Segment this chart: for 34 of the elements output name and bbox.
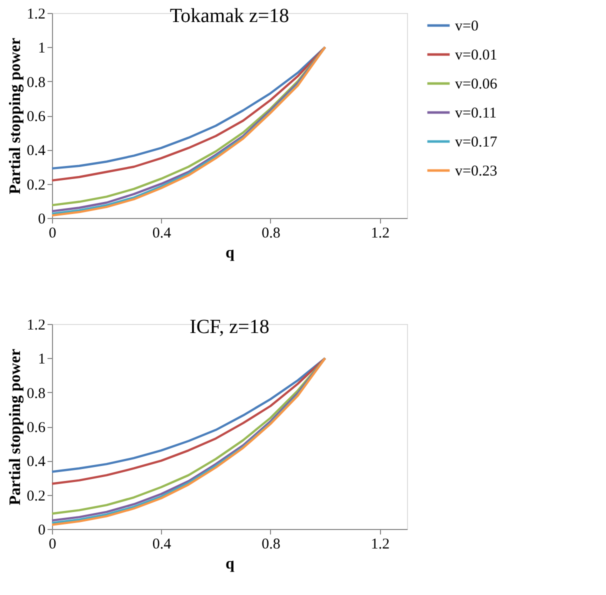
- y-tick-label: 0: [38, 522, 46, 538]
- y-axis-title: Partial stopping power: [6, 348, 24, 506]
- x-tick-label: 0: [48, 536, 56, 552]
- y-tick-label: 0.6: [26, 109, 46, 125]
- y-tick-label: 0.6: [26, 420, 46, 436]
- y-tick-label: 0.2: [26, 177, 46, 194]
- y-tick-label: 1.2: [26, 318, 46, 334]
- x-tick-label: 0.4: [152, 226, 172, 242]
- legend-label: v=0.23: [455, 164, 498, 180]
- x-tick-label: 0.8: [262, 536, 280, 552]
- legend-label: v=0: [455, 18, 478, 34]
- x-axis-title: q: [226, 244, 235, 262]
- y-tick-label: 1.2: [26, 6, 46, 22]
- legend-label: v=0.06: [455, 76, 498, 92]
- chart-title: ICF, z=18: [190, 316, 270, 338]
- y-tick-label: 0.4: [26, 143, 46, 160]
- legend-label: v=0.17: [455, 134, 498, 150]
- y-tick-label: 0.8: [26, 74, 46, 91]
- x-tick-label: 1.2: [370, 536, 390, 552]
- x-axis-title: q: [226, 556, 235, 572]
- y-tick-label: 0.8: [26, 386, 46, 402]
- y-tick-label: 0.4: [26, 454, 46, 470]
- legend-label: v=0.11: [455, 106, 497, 122]
- y-axis-title: Partial stopping power: [6, 38, 24, 194]
- y-tick-label: 1: [38, 352, 46, 368]
- x-tick-label: 0.8: [262, 226, 280, 242]
- x-tick-label: 0: [48, 226, 56, 242]
- y-tick-label: 0.2: [26, 488, 46, 504]
- y-tick-label: 1: [38, 40, 46, 57]
- x-tick-label: 0.4: [152, 536, 172, 552]
- legend-label: v=0.01: [455, 48, 498, 64]
- x-tick-label: 1.2: [370, 226, 390, 242]
- y-tick-label: 0: [38, 212, 46, 228]
- chart-title: Tokamak z=18: [170, 5, 290, 27]
